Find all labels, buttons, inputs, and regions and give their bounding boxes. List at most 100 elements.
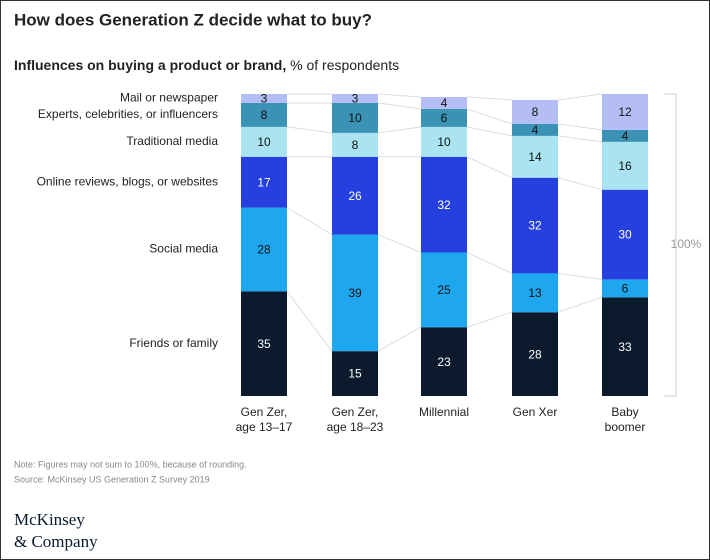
connector bbox=[286, 207, 333, 235]
bracket-label: 100% bbox=[671, 237, 702, 251]
value-label: 28 bbox=[257, 243, 271, 257]
value-label: 14 bbox=[528, 150, 542, 164]
subtitle: Influences on buying a product or brand,… bbox=[14, 57, 399, 73]
connector bbox=[466, 96, 513, 101]
note: Note: Figures may not sum to 100%, becau… bbox=[14, 459, 247, 469]
connector bbox=[466, 252, 513, 274]
value-label: 23 bbox=[437, 355, 451, 369]
connector bbox=[466, 108, 513, 125]
bar-segment bbox=[602, 94, 648, 130]
chart-title: How does Generation Z decide what to buy… bbox=[14, 10, 372, 29]
value-label: 8 bbox=[261, 108, 268, 122]
source: Source: McKinsey US Generation Z Survey … bbox=[14, 474, 210, 484]
bar-segment bbox=[602, 279, 648, 298]
bar-segment bbox=[421, 108, 467, 127]
value-label: 30 bbox=[618, 228, 632, 242]
x-tick-label: Millennial bbox=[419, 405, 469, 419]
logo-line: & Company bbox=[14, 532, 98, 551]
value-label: 3 bbox=[352, 92, 359, 106]
value-label: 4 bbox=[532, 123, 539, 137]
bar-segment bbox=[241, 291, 287, 396]
bar-segment bbox=[421, 327, 467, 396]
value-label: 28 bbox=[528, 347, 542, 361]
connector bbox=[557, 93, 603, 101]
subtitle-rest: % of respondents bbox=[290, 57, 399, 73]
bar-segment bbox=[512, 177, 558, 274]
bar-segment bbox=[332, 132, 378, 157]
bar-segment bbox=[512, 123, 558, 136]
bar-segment bbox=[512, 135, 558, 178]
x-tick-label: Baby boomer bbox=[605, 405, 646, 434]
bar-segment bbox=[512, 273, 558, 313]
connector bbox=[466, 156, 513, 179]
value-label: 32 bbox=[528, 219, 542, 233]
value-label: 32 bbox=[437, 198, 451, 212]
x-tick-label: Gen Xer bbox=[513, 405, 558, 419]
value-label: 39 bbox=[348, 286, 362, 300]
connector bbox=[377, 93, 422, 98]
connector bbox=[466, 126, 513, 137]
value-label: 3 bbox=[261, 92, 268, 106]
connectors bbox=[286, 93, 603, 352]
bar-segment bbox=[241, 102, 287, 127]
legend-label: Friends or family bbox=[129, 336, 218, 350]
value-label: 16 bbox=[618, 159, 632, 173]
bar-segment bbox=[602, 141, 648, 190]
bar-segment bbox=[332, 351, 378, 396]
bar-segment bbox=[602, 189, 648, 280]
bar-segment bbox=[421, 252, 467, 328]
value-label: 35 bbox=[257, 337, 271, 351]
x-tick-label: Gen Zer, age 13–17 bbox=[236, 405, 293, 434]
subtitle-bold: Influences on buying a product or brand, bbox=[14, 57, 286, 73]
bar-segment bbox=[602, 297, 648, 396]
bar-segment bbox=[241, 126, 287, 157]
value-label: 10 bbox=[437, 135, 451, 149]
value-label: 4 bbox=[622, 129, 629, 143]
bar-segment bbox=[241, 156, 287, 208]
connector bbox=[286, 126, 333, 134]
connector bbox=[286, 291, 333, 352]
connector bbox=[466, 311, 513, 328]
x-tick-label: Gen Zer, age 18–23 bbox=[327, 405, 384, 434]
legend-label: Experts, celebrities, or influencers bbox=[38, 107, 218, 121]
bar-segment bbox=[332, 234, 378, 352]
value-label: 12 bbox=[618, 105, 632, 119]
value-label: 8 bbox=[532, 105, 539, 119]
value-label: 10 bbox=[348, 111, 362, 125]
value-label: 33 bbox=[618, 340, 632, 354]
value-label: 13 bbox=[528, 286, 542, 300]
bar-segment bbox=[421, 156, 467, 253]
legend-label: Social media bbox=[149, 242, 218, 256]
bar-segment bbox=[332, 156, 378, 235]
connector bbox=[377, 102, 422, 110]
bar-segment bbox=[512, 312, 558, 396]
value-label: 25 bbox=[437, 283, 451, 297]
connector bbox=[557, 296, 603, 313]
logo-line: McKinsey bbox=[14, 510, 85, 529]
value-label: 6 bbox=[441, 111, 448, 125]
connector bbox=[377, 326, 422, 352]
value-label: 6 bbox=[622, 282, 629, 296]
bracket bbox=[664, 93, 677, 397]
bar-segment bbox=[241, 94, 287, 103]
value-label: 26 bbox=[348, 189, 362, 203]
legend-label: Traditional media bbox=[126, 134, 218, 148]
connector bbox=[557, 135, 603, 143]
connector bbox=[377, 234, 422, 253]
connector bbox=[557, 272, 603, 280]
connector bbox=[377, 126, 422, 134]
value-label: 4 bbox=[441, 96, 448, 110]
value-label: 17 bbox=[257, 175, 271, 189]
value-label: 10 bbox=[257, 135, 271, 149]
value-label: 8 bbox=[352, 138, 359, 152]
bar-segment bbox=[241, 207, 287, 292]
bar-segment bbox=[332, 102, 378, 133]
legend-label: Online reviews, blogs, or websites bbox=[37, 174, 218, 188]
connector bbox=[557, 177, 603, 191]
bar-segment bbox=[421, 97, 467, 109]
bar-segment bbox=[512, 99, 558, 124]
bar-segment bbox=[332, 94, 378, 103]
bar-segment bbox=[602, 129, 648, 142]
value-label: 15 bbox=[348, 367, 362, 381]
